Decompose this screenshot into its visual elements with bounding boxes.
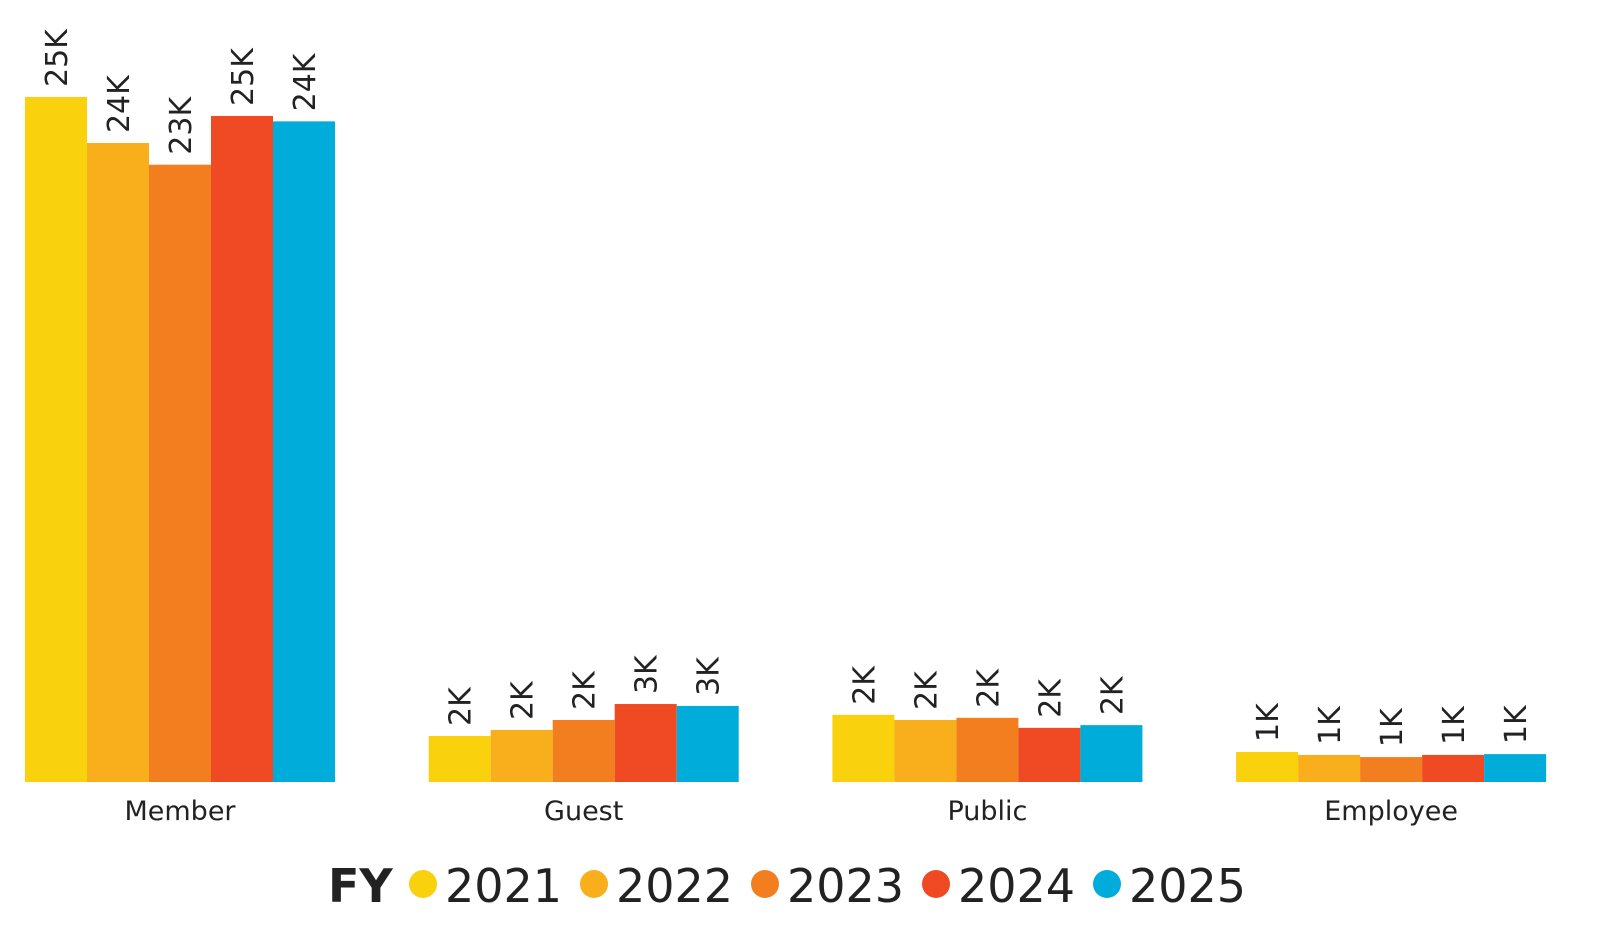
bar [87,143,149,783]
data-label: 2K [847,665,882,705]
data-label: 25K [226,47,261,106]
data-label: 1K [1437,705,1472,745]
data-label: 25K [40,28,75,87]
bar [1484,754,1547,782]
x-tick-label: Public [947,796,1027,827]
bar [1080,725,1143,782]
legend-title: FY [328,859,393,913]
data-label: 1K [1251,702,1286,742]
legend-marker [922,870,950,898]
legend-label: 2022 [616,859,733,913]
bar [149,164,211,782]
x-tick-label: Member [124,796,236,827]
bar [832,714,895,782]
bar [1360,757,1423,782]
legend-marker [1093,870,1121,898]
legend-marker [751,870,779,898]
x-tick-label: Employee [1324,796,1458,827]
bar [552,719,615,782]
data-label: 2K [1033,678,1068,718]
data-label: 24K [288,52,323,111]
legend-marker [580,870,608,898]
legend-label: 2024 [958,859,1075,913]
bar [273,121,335,782]
bar [1018,727,1081,782]
bar [1422,754,1485,782]
bar [211,115,273,782]
bar [1236,751,1299,782]
bar [676,705,739,782]
bar [490,730,553,782]
x-tick-label: Guest [544,796,623,827]
bar [428,735,491,782]
data-label: 1K [1375,707,1410,747]
data-label: 2K [568,670,603,710]
bar [894,719,957,782]
data-label: 2K [909,670,944,710]
legend-marker [409,870,437,898]
data-label: 3K [630,654,665,694]
bar [25,97,87,782]
bar [956,717,1019,782]
data-label: 2K [971,668,1006,708]
legend-label: 2023 [787,859,904,913]
data-label: 24K [102,74,137,133]
bar [614,704,677,782]
data-label: 1K [1313,705,1348,745]
data-label: 2K [506,680,541,720]
data-label: 2K [1095,675,1130,715]
data-label: 2K [444,686,479,726]
data-label: 1K [1499,704,1534,744]
legend-label: 2025 [1129,859,1246,913]
bar [1298,754,1361,782]
data-label: 3K [692,656,727,696]
legend-label: 2021 [445,859,562,913]
data-label: 23K [164,96,199,155]
